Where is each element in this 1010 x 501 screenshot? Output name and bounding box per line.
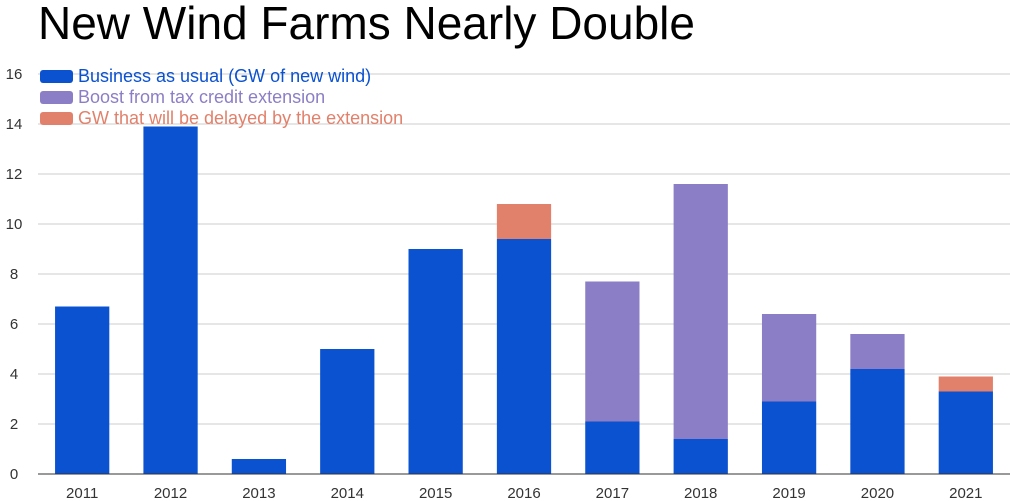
y-tick-label: 14: [6, 116, 23, 133]
bar-2021-series-0: [938, 391, 993, 474]
axes: 0 2 4 6 8 10 12 14 16 2011 2012 2013 2014 2015 2016 201…: [6, 66, 1010, 501]
y-tick-label: 4: [10, 366, 18, 383]
bar-2019-series-0: [761, 401, 817, 474]
x-tick-label: 2018: [684, 485, 717, 501]
bar-2016-series-0: [496, 239, 552, 474]
x-tick-label: 2011: [66, 485, 98, 501]
x-tick-label: 2013: [242, 485, 275, 501]
x-tick-label: 2019: [772, 485, 805, 501]
bar-2018-series-0: [673, 439, 728, 474]
legend-label-0: Business as usual (GW of new wind): [78, 66, 371, 86]
x-tick-label: 2020: [861, 485, 894, 501]
bar-2015-series-0: [408, 249, 463, 474]
bar-2016-series-2: [496, 204, 552, 239]
legend-label-2: GW that will be delayed by the extension: [78, 108, 403, 128]
x-tick-label: 2017: [596, 485, 629, 501]
y-tick-label: 10: [6, 216, 23, 233]
bar-2017-series-1: [585, 281, 640, 422]
legend-swatch-1: [40, 91, 73, 104]
x-tick-label: 2012: [154, 485, 187, 501]
bar-2013-series-0: [231, 459, 287, 474]
y-tick-label: 6: [10, 316, 18, 333]
x-tick-label: 2014: [331, 485, 364, 501]
bar-2014-series-0: [320, 349, 375, 474]
legend: Business as usual (GW of new wind)Boost …: [40, 66, 403, 128]
x-tick-label: 2015: [419, 485, 452, 501]
legend-label-1: Boost from tax credit extension: [78, 87, 325, 107]
bar-2019-series-1: [761, 314, 817, 402]
bar-2011-series-0: [55, 306, 110, 474]
bar-2021-series-2: [938, 376, 993, 392]
bars: [55, 126, 993, 474]
chart-title: New Wind Farms Nearly Double: [38, 0, 695, 49]
y-tick-label: 12: [6, 166, 23, 183]
x-tick-label: 2021: [949, 485, 982, 501]
y-tick-label: 8: [10, 266, 18, 283]
bar-2020-series-1: [850, 334, 905, 369]
bar-2018-series-1: [673, 184, 728, 439]
y-tick-label: 0: [10, 466, 18, 483]
legend-swatch-2: [40, 112, 73, 125]
bar-2012-series-0: [143, 126, 198, 474]
x-tick-label: 2016: [507, 485, 540, 501]
legend-swatch-0: [40, 70, 73, 83]
y-tick-label: 2: [10, 416, 18, 433]
y-tick-label: 16: [6, 66, 23, 83]
bar-2020-series-0: [850, 369, 905, 474]
bar-2017-series-0: [585, 421, 640, 474]
